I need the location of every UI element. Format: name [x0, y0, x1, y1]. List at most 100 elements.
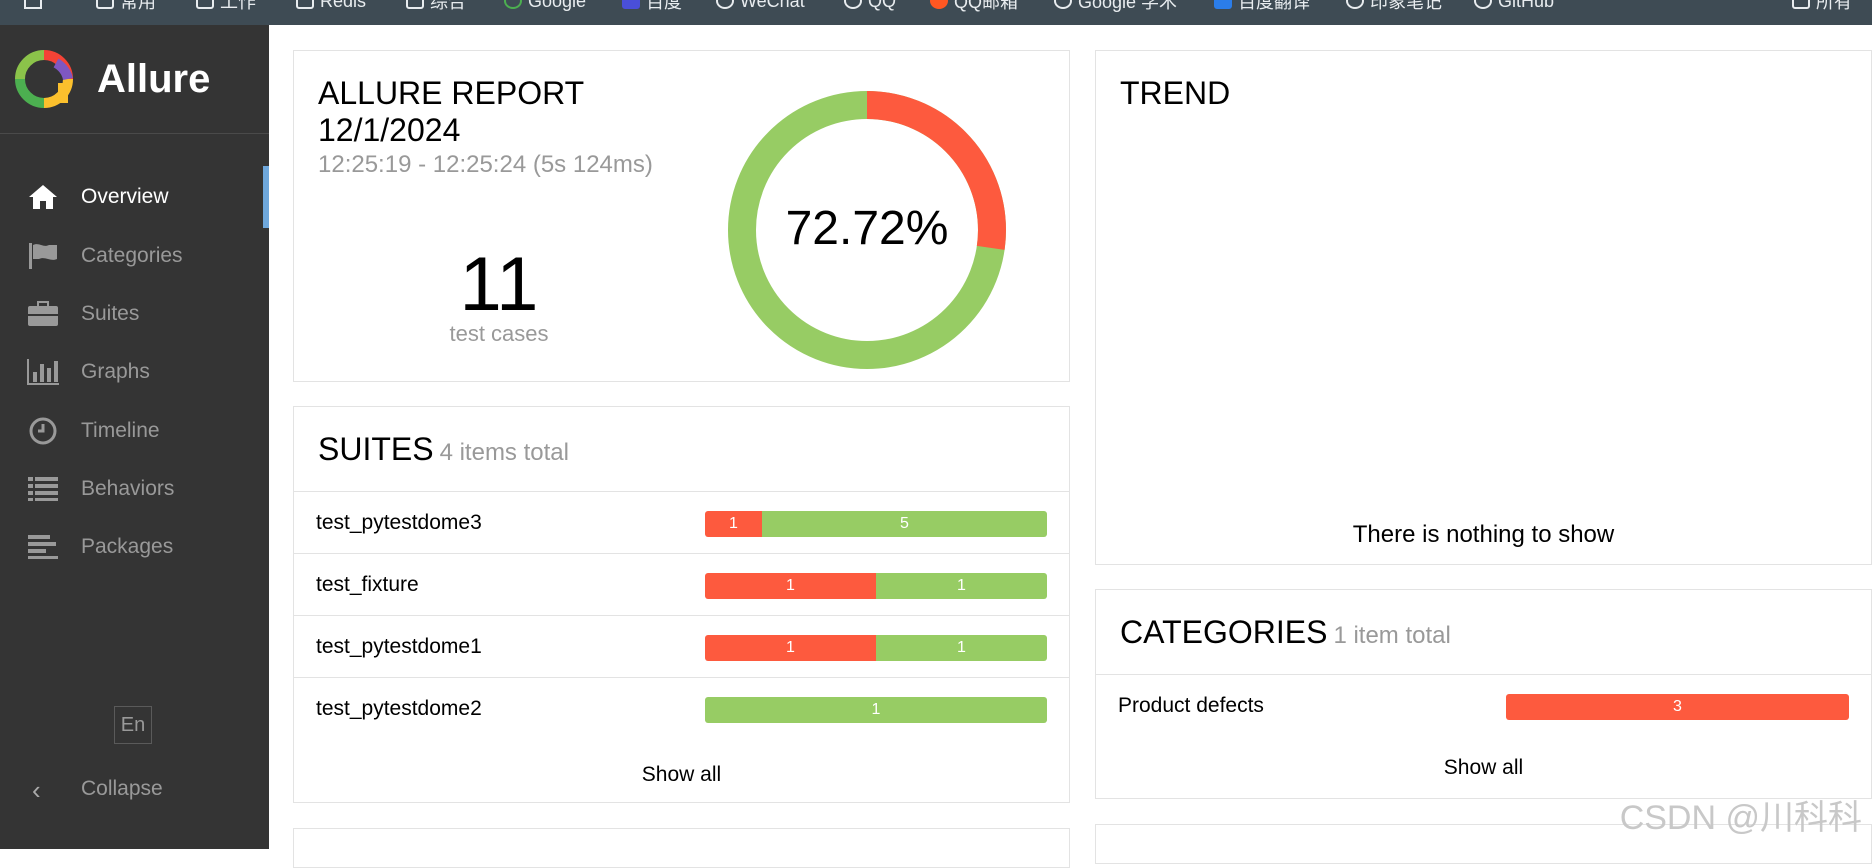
nav-packages[interactable]: Packages: [0, 516, 269, 578]
row-name: Product defects: [1118, 694, 1264, 717]
pass-rate-donut[interactable]: [726, 89, 1008, 371]
status-bar: 1: [705, 697, 1047, 723]
trend-title: TREND: [1120, 75, 1231, 111]
clock-icon: [26, 415, 60, 447]
nav-categories[interactable]: Categories: [0, 225, 269, 287]
failed-segment: 1: [705, 635, 876, 661]
bookmark-item[interactable]: Google 学术: [1054, 0, 1177, 12]
failed-segment: 3: [1506, 694, 1849, 720]
passed-segment: 5: [762, 511, 1047, 537]
categories-title: CATEGORIES 1 item total: [1120, 614, 1451, 651]
passed-segment: 1: [705, 697, 1047, 723]
language-button[interactable]: En: [114, 706, 152, 744]
bar-chart-icon: [26, 356, 60, 388]
suites-show-all-link[interactable]: Show all: [641, 763, 722, 786]
donut-failed-arc: [728, 91, 1006, 369]
allure-logo-icon: [15, 50, 73, 108]
folder-icon: [406, 0, 424, 9]
nav-label: Suites: [81, 302, 140, 325]
nav-label: Timeline: [81, 419, 160, 442]
folder-icon: [196, 0, 214, 9]
briefcase-icon: [26, 298, 60, 330]
bookmark-item[interactable]: QQ: [844, 0, 896, 11]
table-row[interactable]: test_pytestdome2 1: [294, 677, 1069, 740]
suites-subtitle: 4 items total: [439, 439, 569, 466]
report-title: ALLURE REPORT 12/1/2024: [318, 75, 584, 149]
qqmail-icon: [930, 0, 948, 9]
passed-segment: 1: [876, 635, 1047, 661]
failed-segment: 1: [705, 573, 876, 599]
failed-segment: 1: [705, 511, 762, 537]
report-time: 12:25:19 - 12:25:24 (5s 124ms): [318, 151, 653, 178]
collapse-button[interactable]: ‹ Collapse: [0, 765, 269, 809]
globe-icon: [1474, 0, 1492, 9]
nav-timeline[interactable]: Timeline: [0, 400, 269, 462]
bookmark-item[interactable]: 综合: [406, 0, 466, 12]
bookmark-item[interactable]: 工作: [196, 0, 256, 12]
categories-title-text: CATEGORIES: [1120, 614, 1328, 650]
row-name: test_pytestdome2: [316, 697, 482, 720]
table-row[interactable]: test_fixture 1 1: [294, 553, 1069, 616]
report-date: 12/1/2024: [318, 112, 461, 148]
bookmark-item[interactable]: GitHub: [1474, 0, 1554, 11]
collapse-label: Collapse: [81, 777, 163, 800]
nav-label: Graphs: [81, 360, 150, 383]
nav-label: Overview: [81, 185, 169, 208]
bookmark-item[interactable]: QQ邮箱: [930, 0, 1018, 12]
bookmarks-bar: 常用 工作 Redis 综合 Google 百度 WeChat QQ QQ邮箱 …: [0, 0, 1872, 25]
nav-overview[interactable]: Overview: [0, 166, 269, 228]
baidu-icon: [622, 0, 640, 9]
lower-widget: [293, 828, 1070, 868]
bookmark-item[interactable]: 印象笔记: [1346, 0, 1442, 12]
brand-name: Allure: [97, 57, 211, 101]
row-name: test_pytestdome1: [316, 635, 482, 658]
suites-title-text: SUITES: [318, 431, 434, 467]
home-icon: [26, 181, 60, 213]
trend-widget: TREND There is nothing to show: [1095, 50, 1872, 565]
list-icon: [26, 473, 60, 505]
test-case-count-label: test cases: [449, 321, 549, 346]
align-left-icon: [26, 531, 60, 563]
row-name: test_fixture: [316, 573, 419, 596]
bookmark-item[interactable]: 百度: [622, 0, 682, 12]
summary-widget: ALLURE REPORT 12/1/2024 12:25:19 - 12:25…: [293, 50, 1070, 382]
bookmark-item[interactable]: 常用: [96, 0, 156, 12]
folder-icon: [296, 0, 314, 9]
nav-label: Categories: [81, 244, 183, 267]
apps-icon[interactable]: [24, 0, 42, 11]
table-row[interactable]: test_pytestdome3 1 5: [294, 491, 1069, 554]
categories-subtitle: 1 item total: [1333, 622, 1451, 649]
globe-icon: [844, 0, 862, 9]
globe-icon: [1346, 0, 1364, 9]
nav-label: Behaviors: [81, 477, 175, 500]
bookmark-item[interactable]: Redis: [296, 0, 366, 11]
brand[interactable]: Allure: [0, 25, 269, 134]
table-row[interactable]: test_pytestdome1 1 1: [294, 615, 1069, 678]
translate-icon: [1214, 0, 1232, 9]
table-row[interactable]: Product defects 3: [1096, 674, 1871, 737]
folder-icon: [1792, 0, 1810, 9]
suites-title: SUITES 4 items total: [318, 431, 569, 468]
bookmark-item[interactable]: Google: [504, 0, 586, 11]
trend-empty-message: There is nothing to show: [1352, 521, 1615, 548]
status-bar: 3: [1506, 694, 1849, 720]
sidebar: Allure Overview Categories Suites Graphs…: [0, 25, 269, 849]
nav-graphs[interactable]: Graphs: [0, 341, 269, 403]
flag-icon: [26, 240, 60, 272]
watermark: CSDN @川科科: [1619, 799, 1862, 837]
chevron-left-icon: ‹: [32, 775, 41, 805]
bookmark-item[interactable]: WeChat: [716, 0, 805, 11]
nav-suites[interactable]: Suites: [0, 283, 269, 345]
folder-icon: [96, 0, 114, 9]
categories-widget: CATEGORIES 1 item total Product defects 3 …: [1095, 589, 1872, 799]
test-case-count: 11: [459, 242, 539, 327]
bookmark-item[interactable]: 所有: [1792, 0, 1852, 12]
categories-show-all-link[interactable]: Show all: [1443, 756, 1524, 779]
report-title-line: ALLURE REPORT: [318, 75, 585, 111]
bookmark-item[interactable]: 百度翻译: [1214, 0, 1310, 12]
nav-behaviors[interactable]: Behaviors: [0, 458, 269, 520]
globe-icon: [1054, 0, 1072, 9]
